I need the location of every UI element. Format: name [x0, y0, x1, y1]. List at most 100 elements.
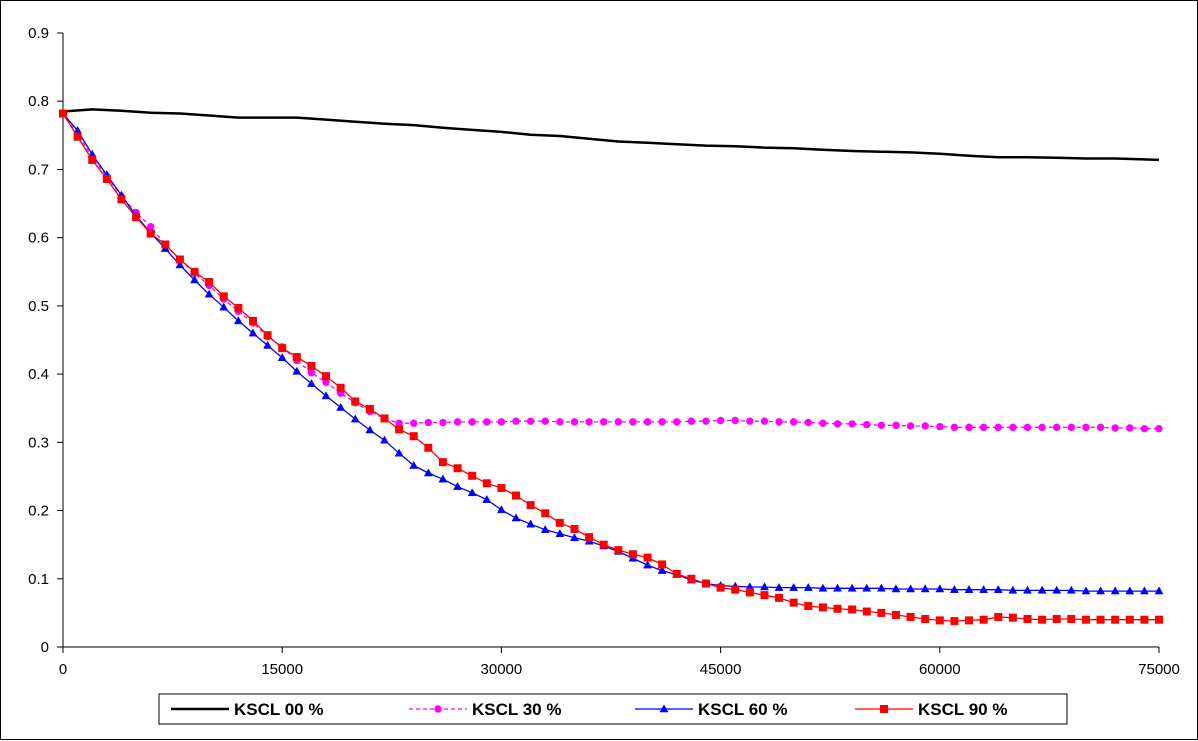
- series-2-point: [1125, 586, 1135, 595]
- series-1-point: [658, 418, 666, 426]
- series-2-point: [482, 494, 492, 503]
- series-3-point: [453, 464, 462, 473]
- series-2-point: [1052, 585, 1062, 594]
- series-line-1: [62, 113, 1159, 430]
- series-2-point: [964, 584, 974, 593]
- series-3-point: [965, 616, 974, 625]
- series-3-point: [468, 471, 477, 480]
- series-3-point: [745, 588, 754, 597]
- series-1-point: [307, 369, 316, 377]
- series-3-point: [687, 574, 696, 583]
- x-tick-label: 45000: [700, 661, 742, 678]
- series-3-point: [190, 267, 199, 276]
- series-2-point: [803, 582, 813, 591]
- series-2-point: [350, 414, 360, 423]
- x-tick-label: 0: [59, 661, 67, 678]
- series-1-point: [453, 418, 462, 426]
- series-2-point: [175, 260, 185, 269]
- series-2-point: [906, 584, 915, 593]
- series-1-point: [892, 421, 900, 429]
- series-2-point: [453, 481, 462, 490]
- series-3-point: [175, 255, 184, 264]
- series-2-point: [847, 583, 857, 592]
- x-tick-label: 75000: [1138, 661, 1180, 678]
- series-3-point: [716, 583, 725, 592]
- series-2-point: [467, 488, 477, 497]
- series-3-point: [1140, 615, 1149, 624]
- series-3-point: [205, 278, 214, 287]
- series-2-point: [1081, 586, 1091, 595]
- series-1-point: [760, 417, 769, 425]
- series-line-2: [62, 113, 1159, 592]
- series-1-point: [877, 421, 886, 429]
- series-3-point: [88, 155, 97, 164]
- series-3-point: [935, 616, 944, 625]
- series-3-point: [395, 425, 404, 434]
- series-2-point: [248, 328, 258, 337]
- y-tick-label: 0.6: [28, 230, 49, 247]
- series-3-point: [731, 585, 740, 594]
- series-2-point: [1066, 585, 1076, 594]
- series-1-point: [468, 418, 476, 426]
- series-1-point: [936, 422, 944, 431]
- series-3-point: [248, 316, 257, 325]
- series-1-point: [965, 423, 973, 432]
- series-2-point: [979, 584, 989, 593]
- series-1-point: [848, 420, 856, 428]
- series-3-point: [59, 109, 67, 118]
- series-3-point: [73, 132, 82, 141]
- series-2-point: [526, 519, 536, 528]
- legend-marker-1: [434, 705, 442, 713]
- series-3-point: [1067, 615, 1076, 624]
- series-1-point: [979, 423, 988, 432]
- series-2-point: [321, 391, 331, 400]
- series-3-point: [512, 491, 521, 500]
- legend-label-3: KSCL 90 %: [918, 700, 1007, 719]
- series-2-point: [643, 560, 652, 569]
- series-2-point: [380, 435, 389, 444]
- series-3-point: [409, 432, 418, 441]
- series-3-point: [1081, 615, 1090, 624]
- series-2-point: [263, 340, 273, 349]
- series-3-point: [219, 292, 228, 301]
- series-3-point: [833, 604, 842, 613]
- series-3-point: [1155, 615, 1163, 624]
- series-1-point: [994, 423, 1002, 432]
- series-2-point: [949, 584, 959, 593]
- series-3-point: [482, 479, 491, 488]
- legend: [158, 693, 1068, 725]
- series-3-point: [1111, 615, 1120, 624]
- series-3-point: [701, 579, 710, 588]
- series-1-point: [1082, 423, 1090, 432]
- series-2-point: [423, 468, 433, 477]
- series-1-point: [1053, 423, 1061, 432]
- series-3-point: [658, 560, 667, 569]
- series-3-point: [541, 509, 550, 518]
- series-1-point: [424, 418, 433, 427]
- series-3-point: [351, 397, 360, 406]
- series-3-point: [263, 331, 272, 340]
- series-1-point: [819, 419, 827, 427]
- y-tick-label: 0.9: [28, 25, 49, 42]
- legend-label-0: KSCL 00 %: [234, 700, 323, 719]
- series-1-point: [599, 418, 608, 426]
- series-2-point: [862, 583, 872, 592]
- series-3-point: [1125, 615, 1134, 624]
- series-2-point: [1154, 586, 1164, 595]
- series-2-point: [993, 584, 1003, 593]
- series-2-point: [760, 582, 769, 591]
- series-3-point: [161, 240, 170, 249]
- series-3-point: [424, 443, 433, 452]
- series-3-point: [307, 361, 316, 370]
- series-1-point: [556, 418, 564, 426]
- legend-label-2: KSCL 60 %: [698, 700, 787, 719]
- series-2-point: [920, 584, 930, 593]
- series-3-point: [891, 610, 900, 619]
- series-3-point: [672, 570, 681, 579]
- series-3-point: [775, 593, 784, 602]
- series-1-point: [702, 417, 710, 425]
- series-2-point: [540, 524, 550, 533]
- series-3-point: [994, 612, 1003, 621]
- series-3-point: [570, 524, 579, 533]
